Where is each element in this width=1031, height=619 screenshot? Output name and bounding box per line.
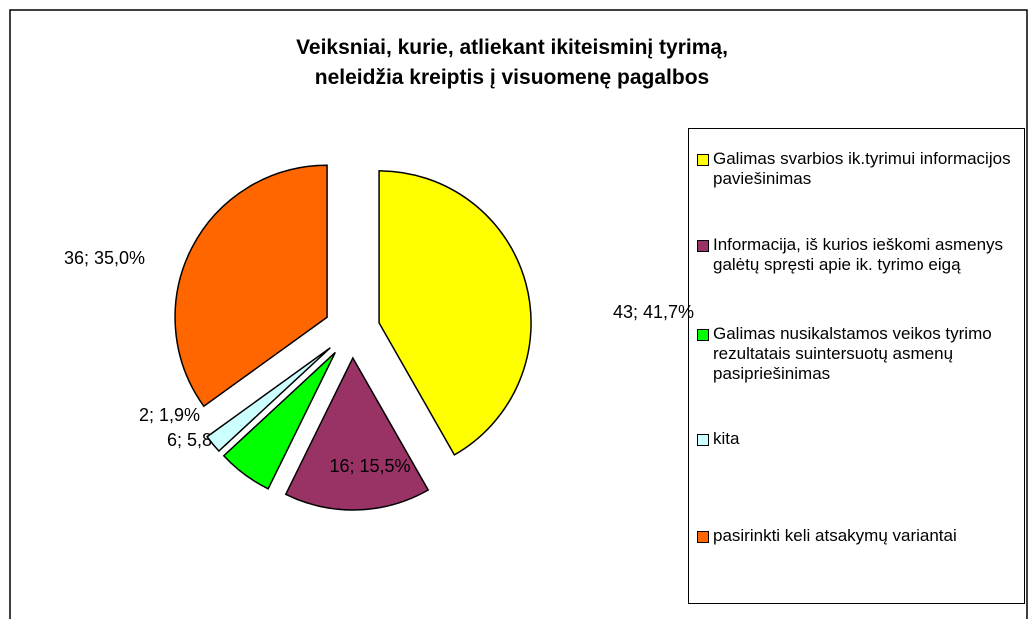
pie-slice: [222, 351, 336, 490]
frame: [9, 9, 1028, 619]
legend-item: Galimas svarbios ik.tyrimui informacijos…: [697, 149, 1022, 189]
legend-label: Galimas nusikalstamos veikos tyrimo rezu…: [713, 324, 992, 383]
pie-slice: [206, 347, 331, 453]
legend-swatch: [697, 329, 709, 341]
legend-item: pasirinkti keli atsakymų variantai: [697, 526, 1022, 546]
legend: Galimas svarbios ik.tyrimui informacijos…: [688, 128, 1025, 604]
legend-swatch: [697, 154, 709, 166]
pie-slice: [174, 164, 328, 408]
data-label: 16; 15,5%: [329, 456, 410, 476]
pie: 43; 41,7%16; 15,5%6; 5,8%2; 1,9%36; 35,0…: [64, 164, 694, 511]
data-label: 43; 41,7%: [613, 302, 694, 322]
legend-swatch: [697, 434, 709, 446]
pie-slice: [378, 170, 532, 456]
legend-item: kita: [697, 429, 1022, 449]
legend-label: pasirinkti keli atsakymų variantai: [713, 526, 957, 545]
legend-label: kita: [713, 429, 740, 448]
title-line: Veiksniai, kurie, atliekant ikiteisminį …: [296, 36, 728, 59]
chart-title: Veiksniai, kurie, atliekant ikiteisminį …: [296, 36, 728, 89]
data-label: 36; 35,0%: [64, 248, 145, 268]
legend-label: Galimas svarbios ik.tyrimui informacijos…: [713, 149, 1011, 188]
title-line: neleidžia kreiptis į visuomenę pagalbos: [315, 66, 709, 89]
data-label: 2; 1,9%: [139, 405, 200, 425]
legend-swatch: [697, 531, 709, 543]
legend-item: Informacija, iš kurios ieškomi asmenys g…: [697, 235, 1022, 275]
legend-item: Galimas nusikalstamos veikos tyrimo rezu…: [697, 324, 1022, 384]
pie-slice: [284, 356, 430, 511]
legend-label: Informacija, iš kurios ieškomi asmenys g…: [713, 235, 1004, 274]
legend-swatch: [697, 240, 709, 252]
